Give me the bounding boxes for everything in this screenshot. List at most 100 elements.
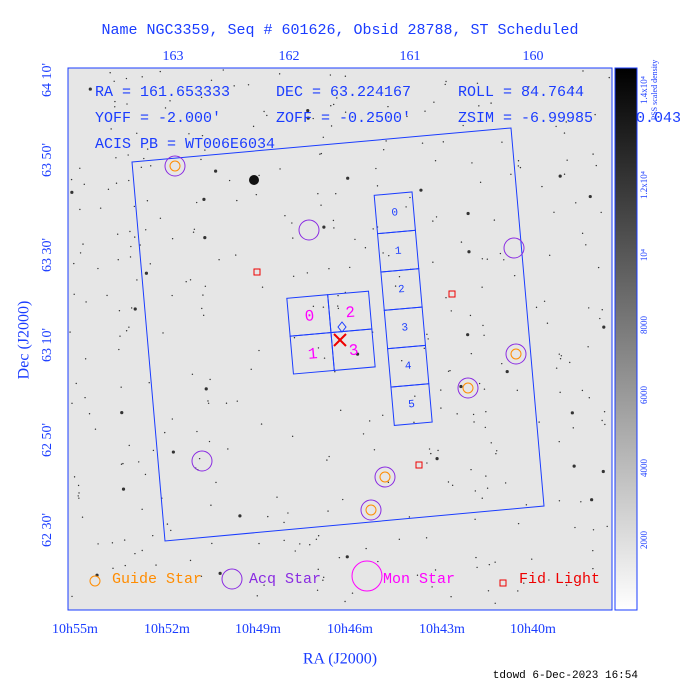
legend [89,560,507,592]
star [483,334,485,336]
star [572,464,576,468]
star [592,529,595,531]
star [204,285,207,287]
star [401,360,403,362]
star [201,134,204,137]
star [233,85,235,87]
star [192,231,195,233]
star [478,382,481,385]
star [207,400,209,402]
left-tick-label: 63 50' [40,143,55,177]
star [355,352,360,356]
colorbar-tick-label: 2000 [639,531,649,550]
star [517,590,519,592]
info-text: ACIS PB = WT006E6034 [95,136,275,153]
star [292,237,294,239]
star [309,544,311,546]
info-extra: 0.043 [636,110,680,127]
star [196,430,198,433]
star [215,481,217,484]
star [603,411,606,413]
star [481,286,483,288]
star [368,420,371,422]
star [85,301,87,303]
bottom-tick-label: 10h46m [327,622,373,637]
star [442,141,445,143]
star [601,469,605,474]
acq-stars [164,155,527,521]
star [322,306,325,308]
star [322,225,326,229]
star [266,114,268,117]
star [558,500,561,502]
star [202,197,206,201]
star [416,574,419,576]
star [510,173,512,176]
star [555,367,558,369]
acis-s-label: 5 [408,399,416,412]
star [346,176,350,180]
star [208,440,211,443]
star [430,452,432,455]
star [447,370,450,372]
star [322,579,324,581]
top-tick-label: 161 [400,49,421,64]
star [141,549,143,552]
star [207,402,210,404]
star [423,347,425,350]
star [495,450,498,452]
star [440,407,442,409]
acis-s-label: 0 [391,207,399,220]
star [474,490,477,492]
star [159,217,162,219]
star [191,373,194,375]
star [565,121,567,123]
star [482,324,484,327]
star [329,74,332,76]
star [283,521,285,524]
star [238,514,242,518]
star [164,107,167,109]
star [287,512,289,514]
star [71,595,73,598]
star [171,238,174,240]
star [433,101,435,103]
star [563,132,566,134]
star [111,542,114,544]
star [99,207,102,209]
star [337,305,339,307]
left-tick-label: 62 50' [40,423,55,457]
info-text: ZSIM = -6.99985 [458,110,593,127]
star [516,389,519,392]
star [202,314,205,317]
star [450,596,452,598]
star [166,523,169,525]
star [427,338,429,340]
star [344,111,347,113]
star [376,185,379,187]
star [450,310,452,312]
star [134,236,136,238]
star [78,492,80,494]
y-label: Dec (J2000) [16,301,33,380]
star [372,228,374,230]
colorbar-tick-label: 4000 [639,459,649,478]
star [528,86,530,88]
star [258,349,260,352]
star [322,576,325,579]
star [115,182,118,184]
legend-label: Acq Star [249,571,321,588]
star [188,133,190,135]
star [447,481,450,483]
star [316,589,319,591]
star [541,185,543,188]
star [590,498,594,502]
star [317,347,320,349]
star [387,481,390,484]
star [291,435,294,438]
star [490,102,492,104]
info-text: ROLL = 84.7644 [458,84,584,101]
star [283,539,285,542]
star [594,113,596,116]
star [434,569,437,571]
